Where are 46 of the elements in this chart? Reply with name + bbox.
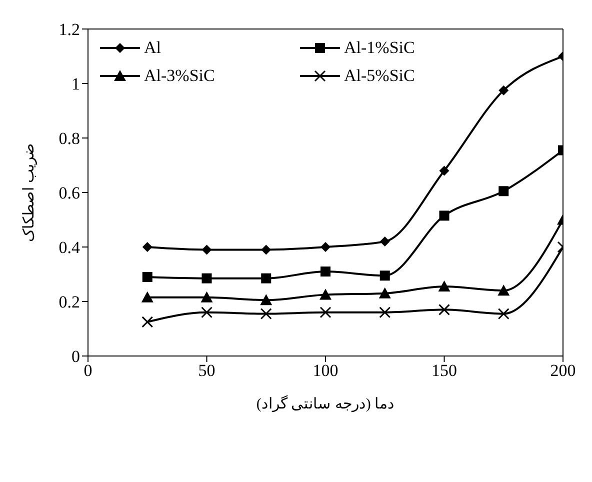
point [380,236,390,247]
point [498,308,510,320]
x-tick-label: 0 [84,361,92,380]
point [439,166,450,176]
point [438,280,450,292]
legend-label: Al [144,38,161,58]
y-tick-label: 1 [72,74,80,94]
legend-label: Al-3%SiC [144,66,215,86]
point [141,291,154,302]
point [380,270,390,281]
point [320,242,330,252]
point [378,287,391,298]
point [498,284,510,296]
y-tick-label: 0.2 [58,292,80,312]
y-tick-label: 0.6 [58,184,80,203]
point [439,210,450,221]
x-tick-label: 150 [432,361,457,380]
point [379,306,391,318]
y-tick-label: 1.2 [58,20,80,40]
point [142,272,152,282]
point [202,273,212,284]
y-tick-label: 0.4 [58,238,80,258]
point [142,242,152,252]
point [202,244,212,255]
legend-label: Al-5%SiC [344,66,415,86]
point [320,266,330,277]
point [200,291,213,302]
point [320,306,332,318]
point [438,304,450,316]
point [498,186,509,196]
y-tick-label: 0 [72,347,80,366]
x-tick-label: 50 [198,361,216,380]
point [260,294,272,306]
y-axis-title: ضریب اصطکاک [21,143,38,242]
x-tick-label: 200 [550,361,576,380]
point [320,288,332,300]
point [261,273,272,284]
y-tick-label: 0.8 [58,129,80,148]
legend-label: Al-1%SiC [344,38,415,58]
point [260,308,272,320]
point [201,306,212,318]
x-tick-label: 100 [312,361,338,380]
point [498,85,509,96]
point [142,316,154,328]
point [261,244,272,255]
x-axis-title: دما (درجه سانتی گراد) [256,394,395,413]
